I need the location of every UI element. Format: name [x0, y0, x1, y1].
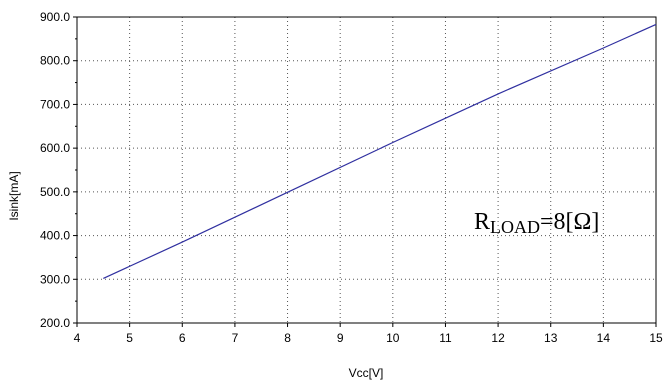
x-tick-label: 14: [597, 331, 611, 345]
series-line: [103, 23, 657, 279]
x-tick-label: 10: [386, 331, 400, 345]
x-tick-label: 7: [232, 331, 239, 345]
y-tick-labels: 200.0 300.0 400.0 500.0 600.0 700.0 800.0 900.0: [40, 10, 70, 330]
x-tick-label: 15: [649, 331, 663, 345]
y-tick-label: 900.0: [40, 10, 70, 24]
x-tick-label: 12: [491, 331, 505, 345]
grid: [77, 17, 656, 323]
y-tick-label: 400.0: [40, 229, 70, 243]
x-tick-label: 8: [284, 331, 291, 345]
y-tick-label: 700.0: [40, 97, 70, 111]
x-tick-label: 13: [544, 331, 558, 345]
x-tick-label: 5: [126, 331, 133, 345]
y-tick-label: 600.0: [40, 141, 70, 155]
load-annotation-suffix: =8[Ω]: [540, 209, 599, 235]
y-tick-label: 300.0: [40, 272, 70, 286]
y-tick-label: 500.0: [40, 185, 70, 199]
x-tick-label: 4: [74, 331, 81, 345]
x-tick-label: 6: [179, 331, 186, 345]
load-annotation-prefix: R: [474, 209, 490, 235]
x-axis-title: Vcc[V]: [349, 366, 384, 380]
axes: [73, 16, 657, 327]
plot-frame: [76, 16, 657, 324]
y-tick-label: 800.0: [40, 54, 70, 68]
x-tick-label: 9: [337, 331, 344, 345]
x-tick-labels: 4 5 6 7 8 9 10 11 12 13 14 15: [74, 331, 663, 345]
y-axis-title: Isink[mA]: [7, 171, 21, 220]
load-annotation-subscript: LOAD: [490, 217, 540, 237]
series-group: [103, 23, 657, 279]
load-annotation: RLOAD=8[Ω]: [474, 209, 599, 237]
y-tick-label: 200.0: [40, 316, 70, 330]
x-tick-label: 11: [439, 331, 452, 345]
